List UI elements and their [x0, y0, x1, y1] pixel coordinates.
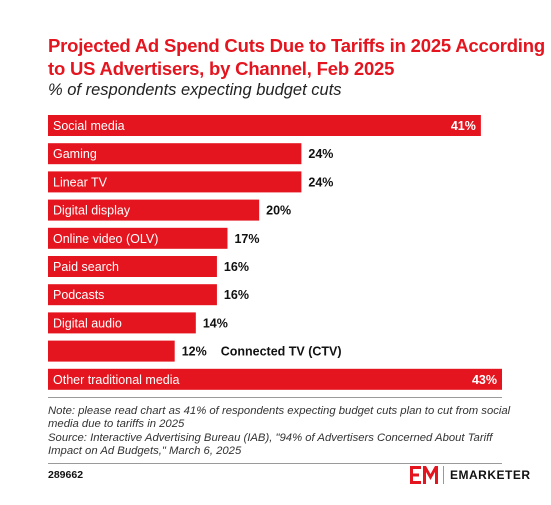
brand-logo: EMARKETER [410, 464, 531, 486]
value-label-connected-tv-ctv: 12% [182, 345, 207, 359]
bar-linear-tv [48, 171, 302, 193]
bar-digital-display [48, 199, 260, 221]
category-label-podcasts: Podcasts [53, 288, 104, 302]
bar-online-video-olv [48, 227, 228, 249]
brand-name: EMARKETER [450, 468, 531, 482]
value-label-other-traditional-media: 43% [472, 373, 497, 387]
logo-separator [443, 466, 444, 484]
bar-other-traditional-media [48, 368, 502, 390]
category-label-digital-audio: Digital audio [53, 316, 122, 330]
value-label-paid-search: 16% [224, 260, 249, 274]
category-label-social-media: Social media [53, 119, 125, 133]
bar-paid-search [48, 256, 217, 277]
category-label-connected-tv-ctv: Connected TV (CTV) [221, 345, 342, 359]
bar-gaming [48, 143, 302, 165]
chart-title: Projected Ad Spend Cuts Due to Tariffs i… [48, 35, 545, 79]
value-label-digital-audio: 14% [203, 316, 228, 330]
value-label-podcasts: 16% [224, 288, 249, 302]
em-logo-icon [410, 466, 438, 484]
category-label-online-video-olv: Online video (OLV) [53, 232, 158, 246]
bar-podcasts [48, 284, 217, 306]
value-label-linear-tv: 24% [308, 175, 333, 189]
bar-connected-tv-ctv [48, 340, 175, 362]
value-label-online-video-olv: 17% [234, 232, 259, 246]
value-label-social-media: 41% [451, 119, 476, 133]
category-label-paid-search: Paid search [53, 260, 119, 274]
value-label-gaming: 24% [308, 147, 333, 161]
chart-note: Note: please read chart as 41% of respon… [48, 405, 518, 458]
chart-subtitle: % of respondents expecting budget cuts [48, 81, 342, 99]
value-label-digital-display: 20% [266, 204, 291, 218]
chart-id: 289662 [48, 469, 84, 481]
category-label-digital-display: Digital display [53, 204, 131, 218]
category-label-linear-tv: Linear TV [53, 175, 108, 189]
source-text: Source: Interactive Advertising Bureau (… [48, 431, 493, 457]
note-text: Note: please read chart as 41% of respon… [48, 405, 511, 431]
footer-divider [48, 397, 502, 398]
footer-divider-bottom [48, 463, 502, 464]
bar-social-media [48, 115, 481, 136]
category-label-other-traditional-media: Other traditional media [53, 373, 180, 387]
bar-digital-audio [48, 312, 196, 334]
category-label-gaming: Gaming [53, 147, 97, 161]
